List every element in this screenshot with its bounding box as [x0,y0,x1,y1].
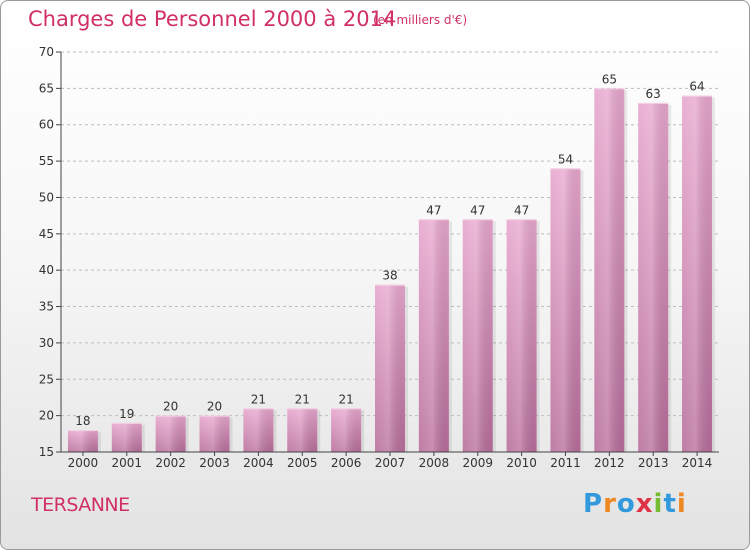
y-tick-label: 50 [39,190,54,204]
y-tick-label: 20 [39,409,54,423]
bar-highlight [594,88,625,452]
bar-highlight [155,415,186,452]
x-tick-label: 2002 [155,456,186,470]
data-label: 21 [338,392,353,406]
bar-highlight [550,168,581,452]
data-label: 21 [251,392,266,406]
logo-letter: x [635,489,654,519]
x-tick-label: 2006 [331,456,362,470]
y-tick-label: 15 [39,445,54,459]
data-label: 63 [646,87,661,101]
y-tick-label: 65 [39,81,54,95]
bar-highlight [199,415,230,452]
x-tick-label: 2009 [462,456,493,470]
data-label: 47 [426,203,441,217]
y-tick-label: 30 [39,336,54,350]
proxiti-logo: Proxiti [583,489,687,519]
x-tick-label: 2007 [375,456,406,470]
logo-letter: r [603,489,617,519]
bar-highlight [682,95,713,453]
x-tick-label: 2001 [112,456,143,470]
data-label: 54 [558,152,573,166]
x-tick-label: 2014 [682,456,713,470]
place-name: TERSANNE [31,494,130,516]
bar-highlight [287,408,318,452]
bar-highlight [111,422,142,452]
x-tick-label: 2013 [638,456,669,470]
data-label: 65 [602,72,617,86]
x-tick-label: 2011 [550,456,581,470]
data-label: 18 [75,414,90,428]
logo-letter: t [663,489,677,519]
bar-highlight [375,284,405,452]
x-tick-label: 2008 [419,456,450,470]
data-label: 20 [207,400,222,414]
x-tick-label: 2004 [243,456,274,470]
y-tick-label: 60 [39,118,54,132]
data-label: 38 [382,269,397,283]
data-label: 19 [119,407,134,421]
y-tick-label: 25 [39,372,54,386]
bar-highlight [67,430,98,452]
y-tick-label: 35 [39,300,54,314]
logo-letter: o [616,489,636,519]
bar-highlight [418,219,449,452]
x-tick-label: 2000 [68,456,99,470]
y-tick-label: 70 [39,45,54,59]
x-tick-label: 2010 [506,456,537,470]
data-label: 21 [295,392,310,406]
logo-letter: i [653,489,664,519]
bar-highlight [462,219,493,452]
bar-highlight [506,219,537,452]
x-tick-label: 2003 [199,456,230,470]
data-label: 47 [470,203,485,217]
data-label: 47 [514,203,529,217]
chart-subtitle: (en milliers d'€) [373,13,468,27]
bar-highlight [331,408,362,452]
x-tick-label: 2012 [594,456,625,470]
bar-highlight [638,102,669,452]
data-label: 20 [163,400,178,414]
y-tick-label: 40 [39,263,54,277]
logo-letter: P [583,489,604,519]
chart-title: Charges de Personnel 2000 à 2014 [28,7,397,31]
x-tick-label: 2005 [287,456,318,470]
y-tick-label: 55 [39,154,54,168]
y-tick-label: 45 [39,227,54,241]
logo-letter: i [676,489,687,519]
bar-highlight [243,408,274,452]
data-label: 64 [689,80,704,94]
